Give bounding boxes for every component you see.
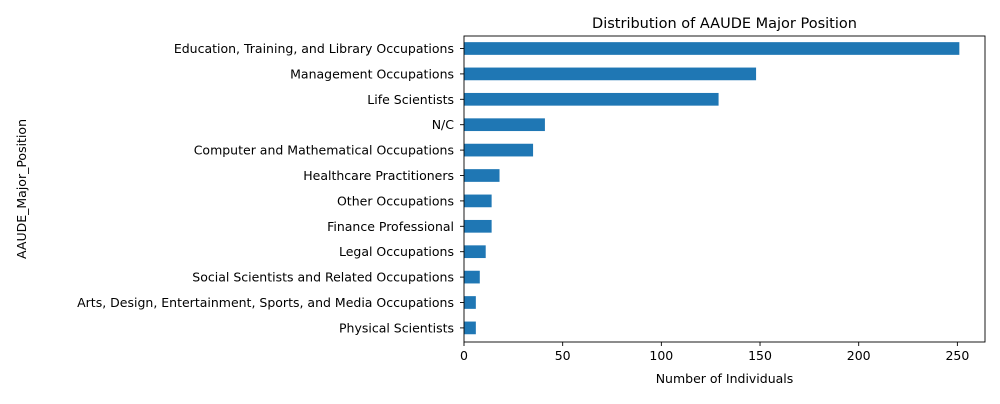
- y-axis-label: AAUDE_Major_Position: [14, 119, 29, 259]
- y-tick-label: Healthcare Practitioners: [303, 168, 454, 183]
- bar: [464, 219, 492, 233]
- bar: [464, 296, 476, 309]
- bar: [464, 67, 757, 81]
- y-tick-label: Life Scientists: [367, 92, 454, 107]
- x-tick-label: 50: [555, 348, 571, 363]
- bar: [464, 194, 492, 208]
- x-axis-label: Number of Individuals: [656, 371, 794, 386]
- y-tick-label: Management Occupations: [290, 66, 454, 81]
- bar: [464, 321, 476, 335]
- x-tick-label: 250: [945, 348, 969, 363]
- y-tick-label: Education, Training, and Library Occupat…: [174, 41, 454, 56]
- x-axis-ticks: 0 50 100 150 200 250: [460, 342, 969, 363]
- bar: [464, 118, 545, 132]
- x-tick-label: 100: [649, 348, 673, 363]
- y-axis-ticks: Education, Training, and Library Occupat…: [77, 41, 464, 335]
- chart-title: Distribution of AAUDE Major Position: [592, 16, 857, 32]
- x-tick-label: 150: [748, 348, 772, 363]
- y-tick-label: N/C: [432, 117, 455, 132]
- bar: [464, 92, 719, 106]
- y-tick-label: Finance Professional: [327, 219, 454, 234]
- y-tick-label: Other Occupations: [337, 193, 454, 208]
- bar: [464, 270, 480, 284]
- y-tick-label: Computer and Mathematical Occupations: [194, 143, 454, 158]
- bar: [464, 42, 960, 55]
- y-tick-label: Physical Scientists: [339, 320, 454, 335]
- x-tick-label: 0: [460, 348, 468, 363]
- bar: [464, 143, 534, 157]
- bar: [464, 169, 500, 182]
- bar: [464, 245, 486, 259]
- y-tick-label: Arts, Design, Entertainment, Sports, and…: [77, 295, 454, 310]
- bars-group: [464, 42, 960, 335]
- x-tick-label: 200: [847, 348, 871, 363]
- y-tick-label: Legal Occupations: [339, 244, 454, 259]
- y-tick-label: Social Scientists and Related Occupation…: [192, 270, 454, 285]
- plot-area-frame: [463, 35, 986, 343]
